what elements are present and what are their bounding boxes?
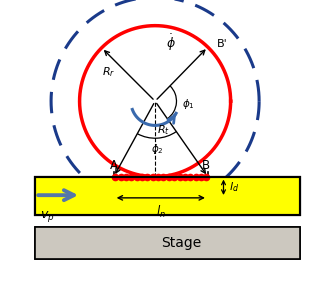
Text: B': B' — [216, 39, 227, 49]
Text: $R_r$: $R_r$ — [103, 65, 116, 79]
Text: $\phi_1$: $\phi_1$ — [182, 97, 194, 111]
Text: Stage: Stage — [161, 236, 201, 250]
Bar — [35, 177, 300, 215]
Text: $l_d$: $l_d$ — [229, 181, 239, 194]
Text: B: B — [202, 159, 210, 172]
Text: $\dot{\phi}$: $\dot{\phi}$ — [166, 32, 176, 52]
Text: $\phi_2$: $\phi_2$ — [152, 142, 164, 156]
Text: Stage: Stage — [161, 236, 201, 250]
Bar — [35, 177, 300, 215]
Text: A: A — [110, 159, 118, 172]
Bar — [35, 227, 300, 259]
Text: $R_t$: $R_t$ — [157, 123, 170, 137]
Bar — [35, 227, 300, 259]
Text: $l_n$: $l_n$ — [156, 204, 166, 220]
Text: $v_p$: $v_p$ — [40, 209, 54, 224]
Bar — [35, 177, 300, 215]
